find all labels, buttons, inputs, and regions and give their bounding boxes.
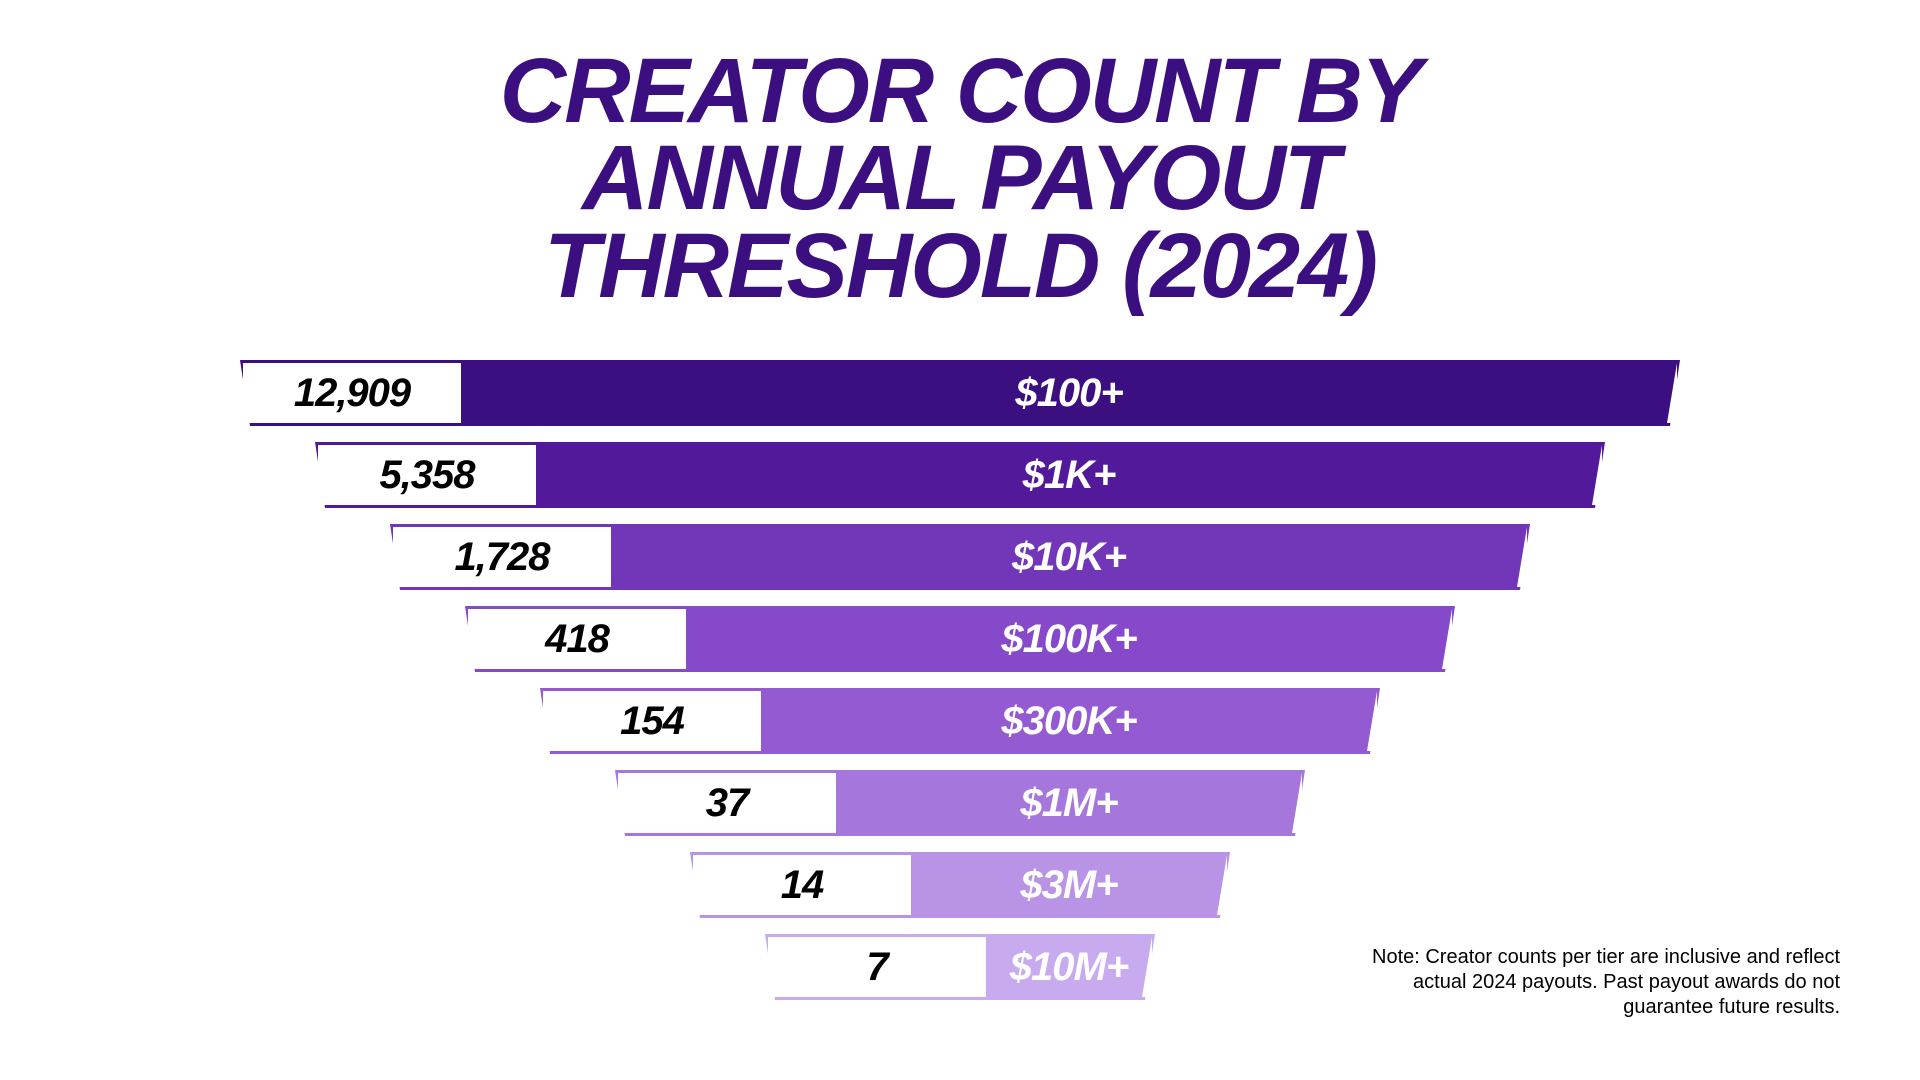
title-line: ANNUAL PAYOUT xyxy=(0,135,1920,222)
funnel-row: 37$1M+ xyxy=(615,770,1305,836)
title-line: CREATOR COUNT BY xyxy=(0,48,1920,135)
chart-title: CREATOR COUNT BYANNUAL PAYOUTTHRESHOLD (… xyxy=(0,48,1920,310)
creator-count: 7 xyxy=(768,937,986,997)
funnel-row: 7$10M+ xyxy=(765,934,1155,1000)
threshold-label: $100+ xyxy=(461,363,1677,423)
creator-count: 1,728 xyxy=(393,527,611,587)
threshold-label: $3M+ xyxy=(911,855,1227,915)
footnote: Note: Creator counts per tier are inclus… xyxy=(1320,945,1840,1020)
funnel-row: 14$3M+ xyxy=(690,852,1230,918)
creator-count: 14 xyxy=(693,855,911,915)
threshold-label: $10M+ xyxy=(986,937,1152,997)
funnel-row: 5,358$1K+ xyxy=(315,442,1605,508)
creator-count: 154 xyxy=(543,691,761,751)
threshold-label: $1M+ xyxy=(836,773,1302,833)
threshold-label: $10K+ xyxy=(611,527,1527,587)
creator-count: 12,909 xyxy=(243,363,461,423)
creator-count: 37 xyxy=(618,773,836,833)
creator-count: 5,358 xyxy=(318,445,536,505)
creator-count: 418 xyxy=(468,609,686,669)
funnel-row: 154$300K+ xyxy=(540,688,1380,754)
title-line: THRESHOLD (2024) xyxy=(0,223,1920,310)
funnel-row: 418$100K+ xyxy=(465,606,1455,672)
threshold-label: $1K+ xyxy=(536,445,1602,505)
threshold-label: $300K+ xyxy=(761,691,1377,751)
chart-stage: CREATOR COUNT BYANNUAL PAYOUTTHRESHOLD (… xyxy=(0,0,1920,1080)
funnel-row: 1,728$10K+ xyxy=(390,524,1530,590)
funnel-chart: 12,909$100+ 5,358$1K+ 1,728$10K+ 418$100K+ 1… xyxy=(240,360,1680,1016)
funnel-row: 12,909$100+ xyxy=(240,360,1680,426)
threshold-label: $100K+ xyxy=(686,609,1452,669)
